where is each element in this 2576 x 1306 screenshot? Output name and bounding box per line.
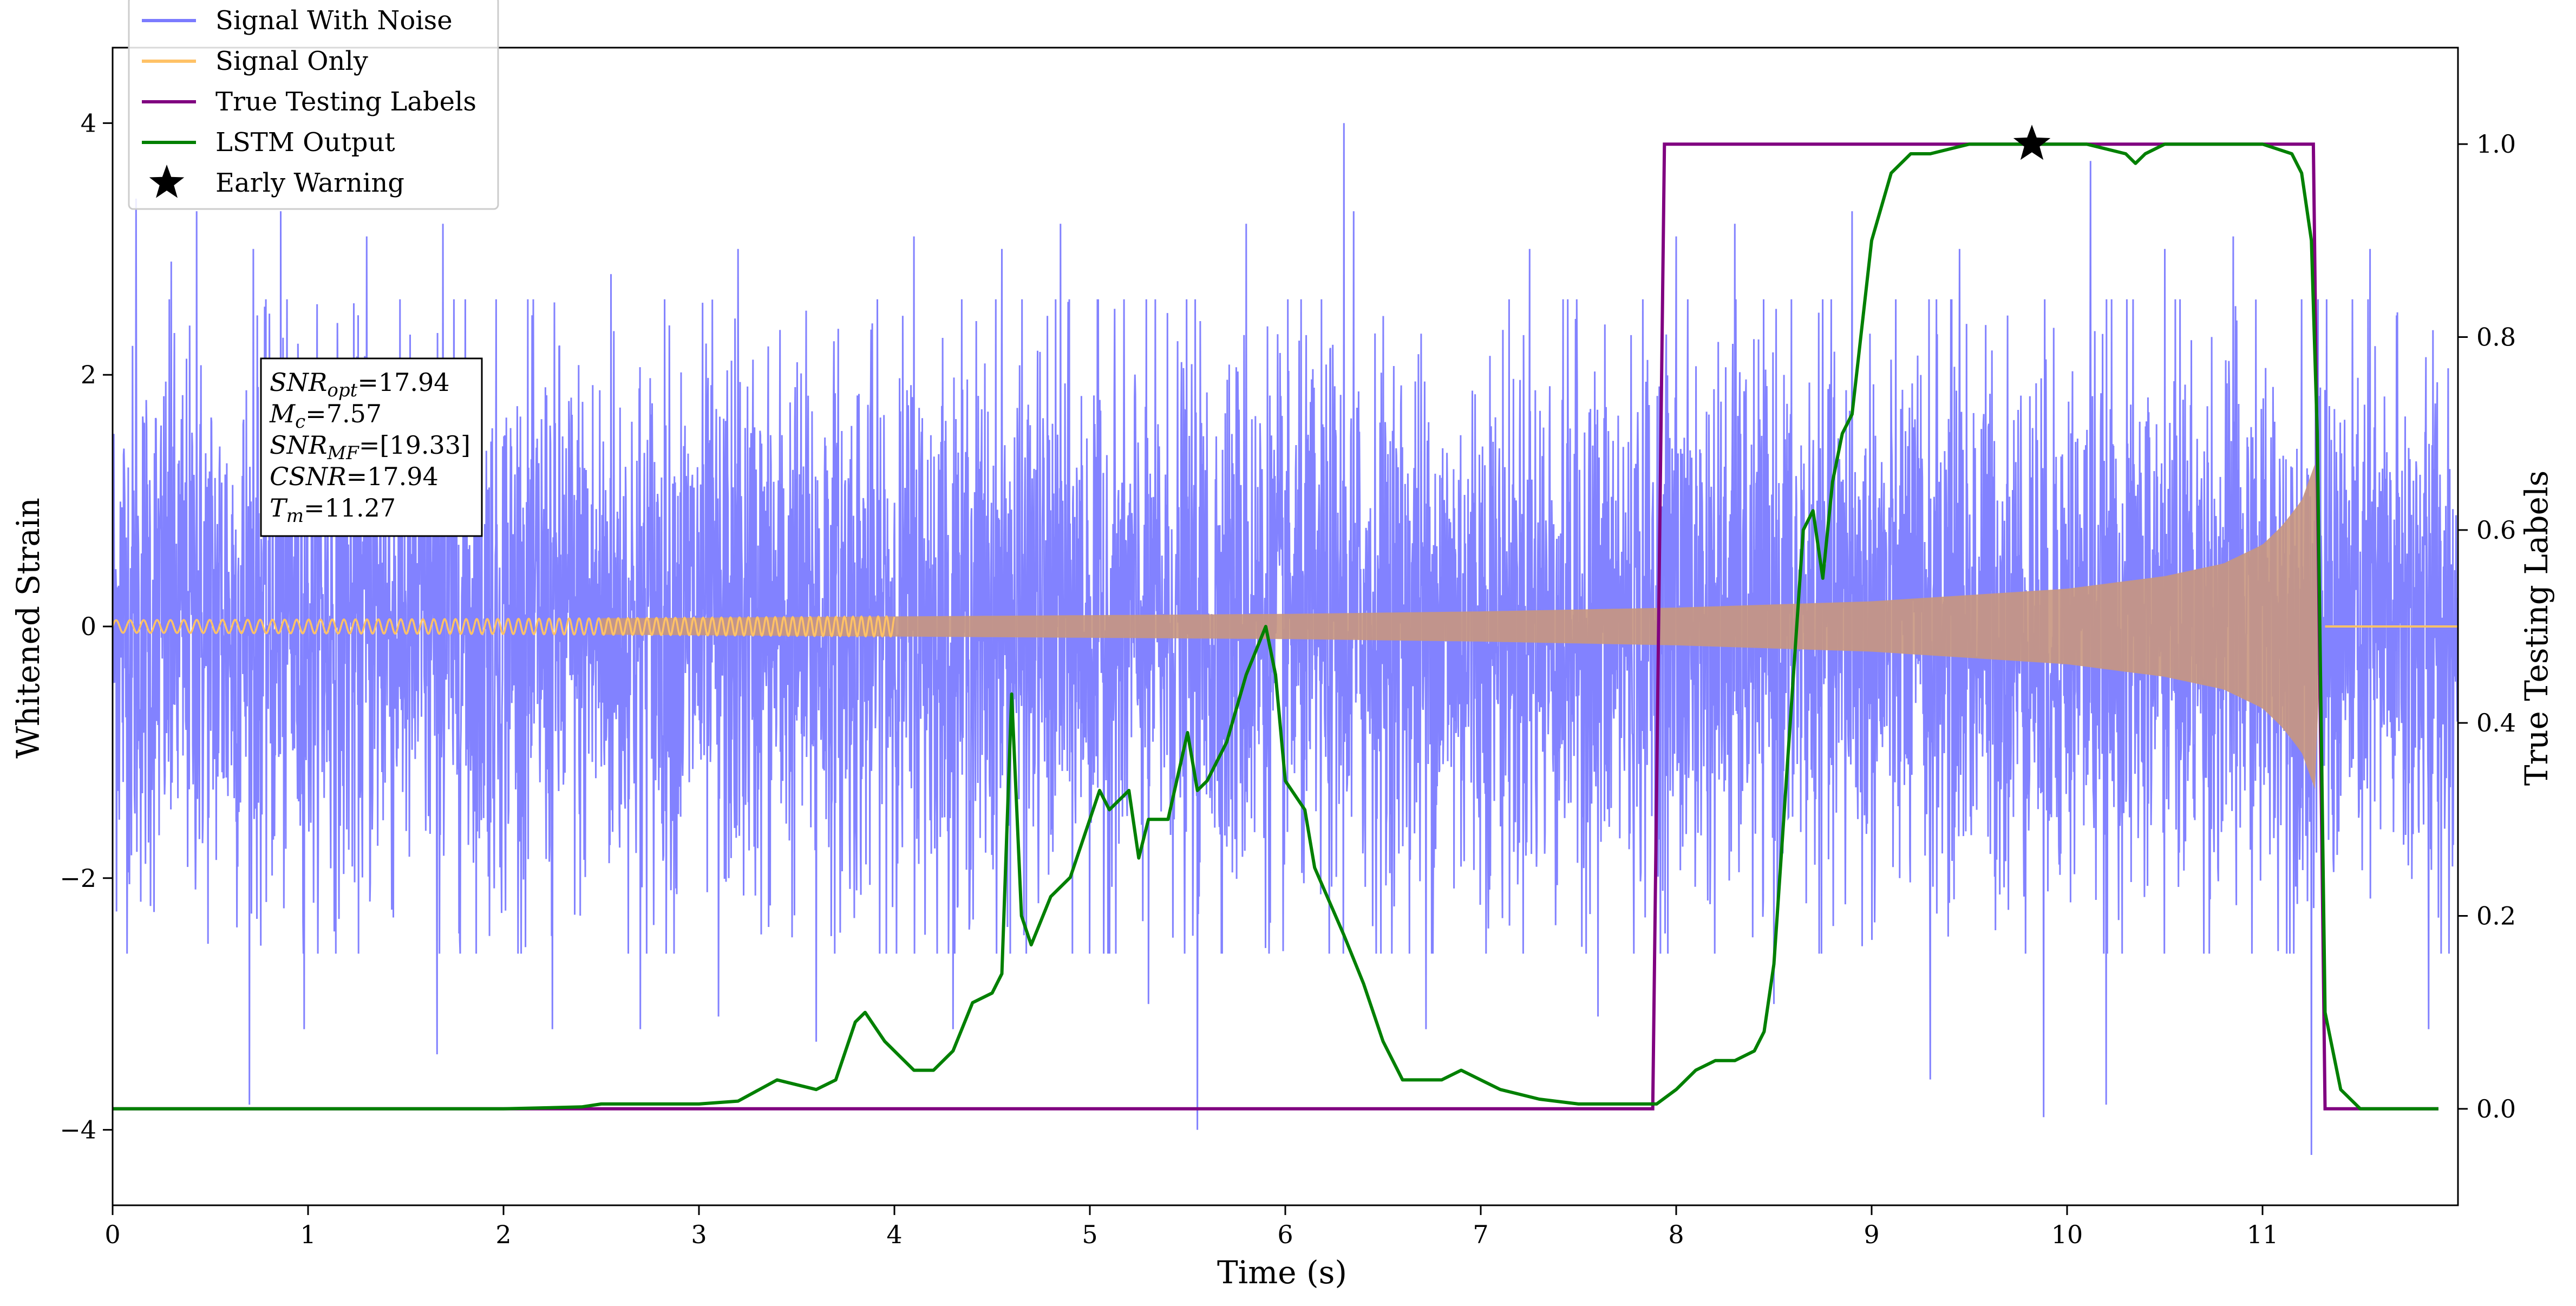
annotation-line: CSNR=17.94: [270, 462, 439, 491]
annotation-lines: SNRopt=17.94Mc=7.57SNRMF=[19.33]CSNR=17.…: [269, 368, 470, 527]
x-tick-label: 9: [1864, 1220, 1879, 1249]
legend-item: True Testing Labels: [142, 87, 476, 117]
right-y-tick-label: 0.2: [2476, 902, 2516, 931]
annotation-line: SNRMF=[19.33]: [270, 430, 470, 464]
legend-item: Signal Only: [142, 46, 368, 76]
right-y-tick-label: 0.0: [2476, 1094, 2516, 1124]
left-y-axis-label: Whitened Strain: [10, 498, 47, 759]
x-tick-label: 11: [2247, 1220, 2279, 1249]
left-y-tick-label: −4: [60, 1115, 96, 1145]
legend-item: Early Warning: [149, 165, 404, 198]
lstm-output-line: [113, 142, 2438, 1111]
legend-star-icon: [149, 165, 185, 198]
legend-label: Early Warning: [215, 168, 404, 198]
annotation-line: Mc=7.57: [269, 399, 382, 433]
signal-only-series: [113, 463, 2458, 789]
signal-only-line: [113, 615, 895, 638]
legend-item: LSTM Output: [142, 127, 395, 158]
x-tick-label: 10: [2051, 1220, 2083, 1249]
x-axis: 0 1 2 3 4 5 6 7 8 9 10 11: [104, 1205, 2278, 1249]
x-tick-label: 4: [886, 1220, 902, 1249]
right-y-tick-label: 0.8: [2476, 323, 2516, 352]
left-y-tick-label: 2: [81, 360, 96, 389]
x-tick-label: 2: [495, 1220, 511, 1249]
right-y-tick-label: 1.0: [2476, 129, 2516, 159]
legend-label: True Testing Labels: [215, 87, 476, 117]
right-y-axis-label: True Testing Labels: [2518, 471, 2555, 786]
x-tick-label: 3: [691, 1220, 707, 1249]
x-tick-label: 7: [1473, 1220, 1488, 1249]
right-y-axis: 0.0 0.2 0.4 0.6 0.8 1.0: [2458, 129, 2516, 1124]
lstm-output-series: [113, 142, 2438, 1111]
x-axis-label: Time (s): [1217, 1254, 1347, 1291]
x-tick-label: 1: [300, 1220, 316, 1249]
annotation-line: SNRopt=17.94: [270, 368, 450, 401]
legend-label: LSTM Output: [215, 127, 395, 158]
x-tick-label: 6: [1277, 1220, 1293, 1249]
legend: Signal With Noise Signal Only True Testing…: [128, 0, 499, 210]
annotation-box: SNRopt=17.94Mc=7.57SNRMF=[19.33]CSNR=17.…: [260, 357, 483, 537]
left-y-tick-label: 4: [81, 108, 96, 138]
legend-items: Signal With Noise Signal Only True Testing…: [142, 5, 476, 198]
signal-only-envelope: [601, 463, 2319, 789]
annotation-line: Tm=11.27: [270, 493, 396, 527]
legend-frame: [128, 0, 499, 210]
right-y-tick-label: 0.4: [2476, 708, 2516, 737]
annotation-frame: [260, 357, 483, 537]
early-warning-marker-layer: [2013, 125, 2051, 160]
plot-area: [113, 123, 2458, 1155]
early-warning-marker: [2013, 125, 2051, 160]
left-y-tick-label: −2: [60, 864, 96, 893]
legend-label: Signal With Noise: [215, 5, 453, 36]
right-y-tick-label: 0.6: [2476, 515, 2516, 545]
x-tick-label: 8: [1668, 1220, 1684, 1249]
x-tick-label: 0: [104, 1220, 120, 1249]
legend-label: Signal Only: [215, 46, 368, 76]
legend-item: Signal With Noise: [142, 5, 453, 36]
left-y-axis: −4 −2 0 2 4: [60, 108, 113, 1145]
x-tick-label: 5: [1082, 1220, 1097, 1249]
left-y-tick-label: 0: [81, 612, 96, 641]
